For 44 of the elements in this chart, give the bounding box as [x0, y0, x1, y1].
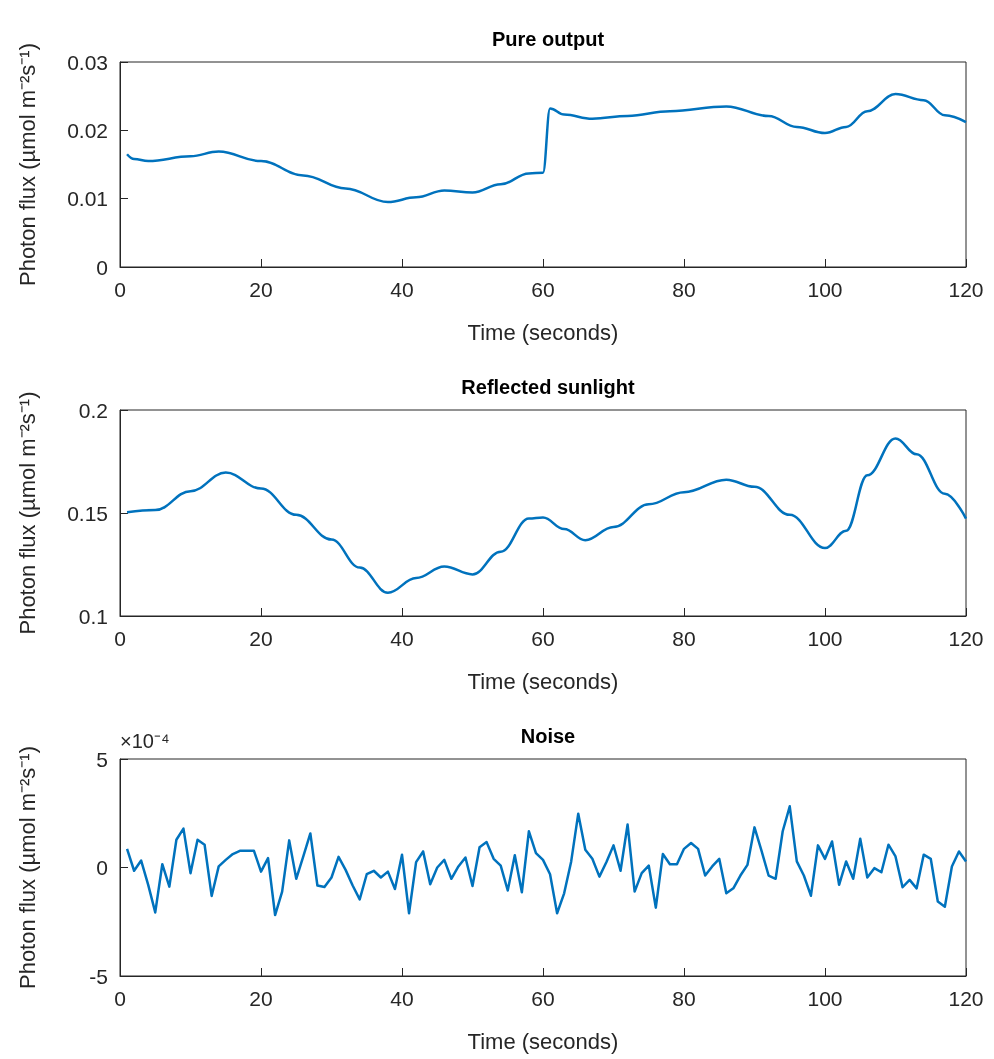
x-tick-label: 80 — [672, 278, 696, 301]
y-tick-label: 0.15 — [67, 501, 108, 525]
y-tick-label: 0.1 — [78, 604, 108, 628]
x-tick-label: 40 — [390, 278, 414, 301]
x-tick-label: 80 — [672, 987, 696, 1010]
x-tick-label: 40 — [390, 627, 414, 650]
y-tick-label: 0 — [96, 255, 108, 279]
y-tick-label: 0 — [96, 856, 108, 879]
y-tick-label: 0.2 — [78, 398, 108, 422]
y-axis-title: Photon flux (µmol m⁻²s⁻¹) — [14, 391, 40, 635]
x-tick-label: 20 — [249, 278, 273, 301]
x-tick-label: 80 — [672, 627, 696, 650]
x-tick-label: 20 — [249, 987, 273, 1010]
y-tick-label: 0.03 — [67, 50, 108, 74]
x-tick-label: 120 — [948, 627, 984, 650]
x-tick-label: 100 — [807, 278, 843, 301]
y-axis-title: Photon flux (µmol m⁻²s⁻¹) — [14, 745, 40, 990]
chart-title: Reflected sunlight — [461, 376, 636, 398]
x-tick-label: 60 — [531, 987, 555, 1010]
line-series — [125, 805, 968, 917]
line-series — [125, 92, 968, 204]
x-tick-label: 0 — [114, 987, 126, 1010]
x-tick-label: 60 — [531, 278, 555, 301]
x-tick-label: 120 — [948, 987, 984, 1010]
x-tick-label: 60 — [531, 627, 555, 650]
x-tick-label: 40 — [390, 987, 414, 1010]
x-axis-title: Time (seconds) — [467, 319, 619, 345]
x-tick-label: 0 — [114, 627, 126, 650]
x-tick-label: 120 — [948, 278, 984, 301]
x-tick-label: 0 — [114, 278, 126, 301]
x-axis-title: Time (seconds) — [467, 668, 619, 694]
text: ×10⁻⁴ — [120, 730, 170, 752]
x-tick-label: 100 — [807, 627, 843, 650]
chart-title: Pure output — [491, 28, 605, 50]
x-tick-label: 20 — [249, 627, 273, 650]
y-tick-label: -5 — [89, 964, 108, 988]
x-tick-label: 100 — [807, 987, 843, 1010]
line-series — [125, 437, 968, 594]
chart-title: Noise — [520, 725, 576, 747]
y-tick-label: 0.01 — [67, 187, 108, 211]
y-axis-title: Photon flux (µmol m⁻²s⁻¹) — [14, 42, 40, 287]
y-tick-label: 5 — [96, 747, 108, 771]
x-axis-title: Time (seconds) — [467, 1028, 619, 1054]
y-tick-label: 0.02 — [67, 118, 108, 142]
